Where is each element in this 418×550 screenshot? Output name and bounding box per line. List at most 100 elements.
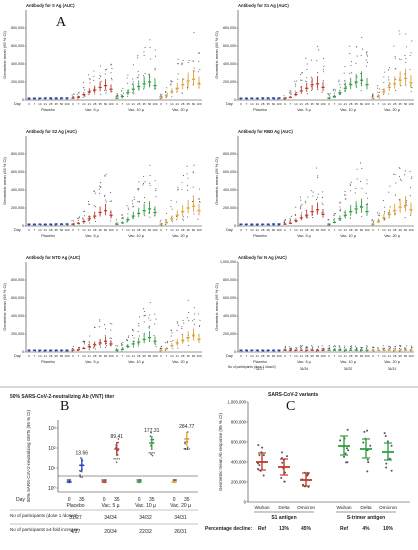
- day-tick-label: 7: [246, 102, 248, 106]
- data-point: [296, 347, 298, 349]
- data-point: [361, 346, 363, 348]
- data-point: [127, 336, 129, 338]
- data-point: [273, 224, 275, 226]
- data-point: [67, 350, 69, 352]
- data-point: [100, 186, 102, 188]
- data-point: [406, 345, 408, 347]
- data-point: [128, 89, 130, 91]
- y-tick-label: 200,000: [231, 480, 247, 485]
- day-tick-label: 21: [44, 354, 48, 358]
- data-point: [343, 83, 346, 85]
- data-point: [400, 345, 402, 347]
- data-point: [365, 347, 367, 350]
- data-point: [359, 162, 362, 164]
- day-tick-label: 28: [49, 354, 53, 358]
- day-tick-label: 21: [88, 228, 92, 232]
- data-point: [76, 93, 78, 95]
- data-point: [299, 207, 301, 210]
- y-tick-label: 400,000: [231, 460, 247, 465]
- data-point: [302, 483, 305, 486]
- y-tick-label: 800,000: [223, 152, 236, 156]
- data-point: [286, 455, 289, 458]
- data-point: [307, 346, 309, 348]
- fourfold-value: 20/34: [104, 529, 117, 535]
- data-point: [262, 454, 265, 457]
- data-point: [186, 446, 189, 448]
- data-point: [301, 204, 303, 206]
- data-point: [310, 76, 312, 78]
- day-tick-label: 0: [160, 354, 162, 358]
- day-tick-label: 100: [408, 102, 413, 106]
- data-point: [366, 429, 369, 432]
- data-point: [328, 345, 330, 347]
- data-point: [193, 318, 195, 320]
- data-point: [161, 224, 163, 226]
- category-label: Omicron: [379, 505, 397, 511]
- data-point: [307, 216, 309, 218]
- day-tick-label: 21: [388, 228, 392, 232]
- day-tick-label: 0: [173, 497, 176, 503]
- data-point: [132, 64, 134, 66]
- y-tick-label: 10²: [48, 446, 56, 452]
- data-point: [131, 83, 133, 85]
- data-point: [143, 308, 145, 310]
- data-point: [133, 198, 135, 201]
- data-point: [142, 88, 145, 90]
- data-point: [38, 98, 40, 100]
- panel-title: Antibody for S1 Ag (AUC): [238, 3, 289, 8]
- data-point: [384, 206, 386, 208]
- data-point: [404, 347, 406, 349]
- y-tick-label: 200,000: [223, 206, 236, 210]
- day-tick-label: 0: [328, 102, 330, 106]
- y-tick-label: 0: [22, 224, 24, 228]
- panel-title: SARS-CoV-2 variants: [268, 392, 319, 398]
- day-tick-label: 7: [34, 228, 36, 232]
- panel-title: Antibody for RBD Ag (AUC): [238, 129, 293, 134]
- group-label: Vac. 10 µ: [340, 360, 357, 364]
- day-tick-label: 0: [284, 102, 286, 106]
- data-point: [71, 347, 73, 349]
- data-point: [268, 224, 270, 226]
- data-point: [109, 337, 111, 339]
- data-point: [199, 198, 201, 200]
- data-point: [117, 438, 120, 440]
- data-point: [388, 345, 390, 348]
- data-point: [383, 432, 386, 435]
- data-point: [105, 345, 107, 347]
- data-point: [387, 212, 389, 214]
- y-tick-label: 800,000: [223, 278, 236, 282]
- data-point: [333, 348, 335, 350]
- day-tick-label: 7: [290, 228, 292, 232]
- data-point: [99, 192, 101, 194]
- data-point: [299, 346, 301, 348]
- data-point: [110, 220, 112, 222]
- data-point: [389, 347, 391, 350]
- data-point: [171, 96, 173, 98]
- data-point: [315, 167, 318, 169]
- data-point: [170, 340, 172, 343]
- data-point: [371, 346, 374, 348]
- data-point: [137, 77, 139, 79]
- day-tick-label: 7: [378, 354, 380, 358]
- data-point: [165, 97, 167, 99]
- data-point: [78, 217, 80, 219]
- data-point: [193, 67, 195, 69]
- day-label: Day: [226, 228, 233, 232]
- panel-letter-b: B: [60, 399, 69, 414]
- data-point: [122, 87, 124, 89]
- y-tick-label: 400,000: [11, 314, 24, 318]
- participants-value: 34/34: [300, 367, 309, 371]
- data-point: [290, 92, 292, 94]
- data-point: [400, 180, 402, 182]
- data-point: [345, 198, 347, 200]
- data-point: [166, 341, 169, 343]
- data-point: [171, 208, 173, 210]
- group-label: Placebo: [41, 234, 55, 238]
- data-point: [322, 80, 324, 82]
- y-tick-label: 200,000: [11, 80, 24, 84]
- data-point: [328, 94, 331, 96]
- data-point: [405, 348, 407, 350]
- data-point: [306, 93, 308, 95]
- data-point: [361, 187, 363, 189]
- day-tick-label: 100: [276, 354, 281, 358]
